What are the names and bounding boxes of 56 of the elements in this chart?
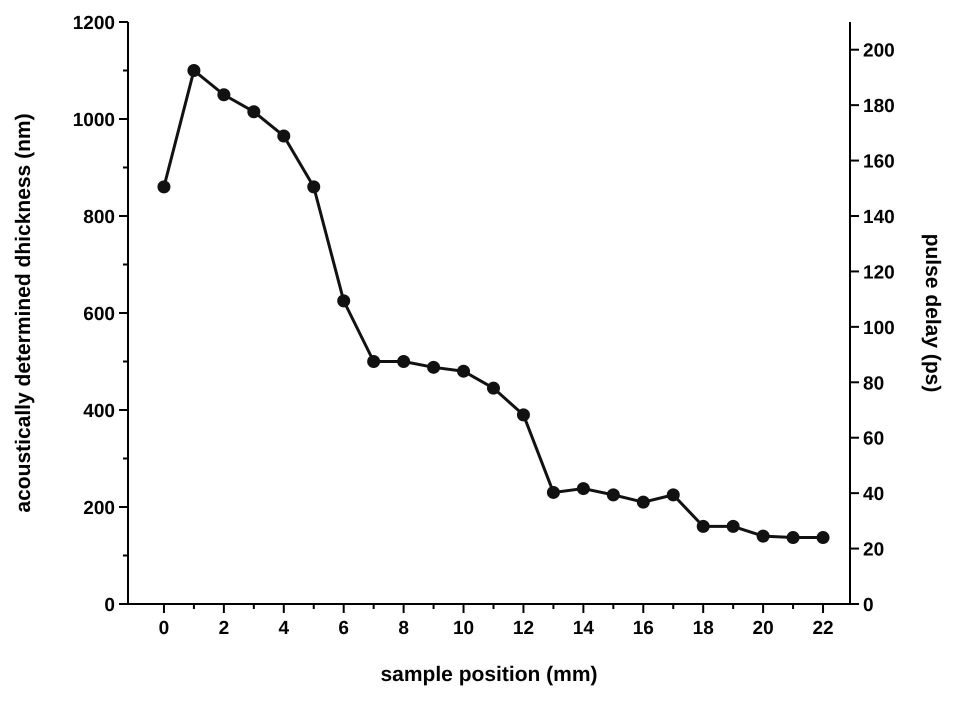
point xyxy=(397,355,410,368)
point xyxy=(606,488,620,502)
point xyxy=(367,355,380,368)
x-tick-label: 10 xyxy=(452,618,474,639)
y-tick-label: 0 xyxy=(104,595,115,616)
point xyxy=(666,488,680,502)
y2-tick-label: 20 xyxy=(863,540,884,561)
y2-tick-label: 100 xyxy=(863,318,895,339)
x-axis-title: sample position (mm) xyxy=(380,663,598,686)
y-tick-label: 1000 xyxy=(72,110,115,131)
y2-axis-title: pulse delay (ps) xyxy=(921,234,944,392)
y-axis-title: acoustically determined dhickness (nm) xyxy=(12,113,35,513)
y2-tick-label: 40 xyxy=(863,484,884,506)
point xyxy=(786,531,800,544)
y2-tick-label: 160 xyxy=(863,152,895,173)
point xyxy=(457,364,470,378)
point xyxy=(157,180,170,194)
y-tick-label: 1200 xyxy=(72,13,115,34)
point xyxy=(427,360,440,374)
point xyxy=(696,520,710,533)
x-tick-label: 20 xyxy=(752,618,774,639)
x-tick-label: 8 xyxy=(398,618,409,639)
x-tick-label: 6 xyxy=(338,618,349,639)
point xyxy=(217,88,230,102)
y2-tick-label: 140 xyxy=(863,207,895,228)
point xyxy=(247,105,260,118)
point xyxy=(187,64,200,77)
x-tick-label: 16 xyxy=(632,618,654,639)
point xyxy=(516,408,530,422)
point xyxy=(277,129,290,142)
point xyxy=(546,486,560,499)
point xyxy=(756,530,770,543)
point xyxy=(486,382,500,395)
y2-tick-label: 80 xyxy=(863,373,884,394)
point xyxy=(636,496,650,509)
y2-tick-label: 60 xyxy=(863,428,884,450)
y2-tick-label: 200 xyxy=(863,40,895,62)
x-tick-label: 14 xyxy=(572,618,594,639)
point xyxy=(576,482,590,496)
x-tick-label: 22 xyxy=(812,618,834,639)
y-tick-label: 400 xyxy=(83,401,115,422)
x-tick-label: 12 xyxy=(512,618,534,639)
point xyxy=(307,180,320,194)
y2-tick-label: 120 xyxy=(863,262,895,284)
y-tick-label: 600 xyxy=(83,304,115,325)
point xyxy=(816,531,830,544)
y2-tick-label: 180 xyxy=(863,96,895,118)
y2-tick-label: 0 xyxy=(863,595,874,616)
x-tick-label: 0 xyxy=(158,618,170,639)
x-tick-label: 18 xyxy=(692,618,714,639)
y-tick-label: 200 xyxy=(83,498,115,519)
point xyxy=(337,294,350,308)
y-tick-label: 800 xyxy=(83,207,115,228)
x-tick-label: 2 xyxy=(218,618,230,639)
point xyxy=(726,520,740,533)
x-tick-label: 4 xyxy=(278,618,290,639)
